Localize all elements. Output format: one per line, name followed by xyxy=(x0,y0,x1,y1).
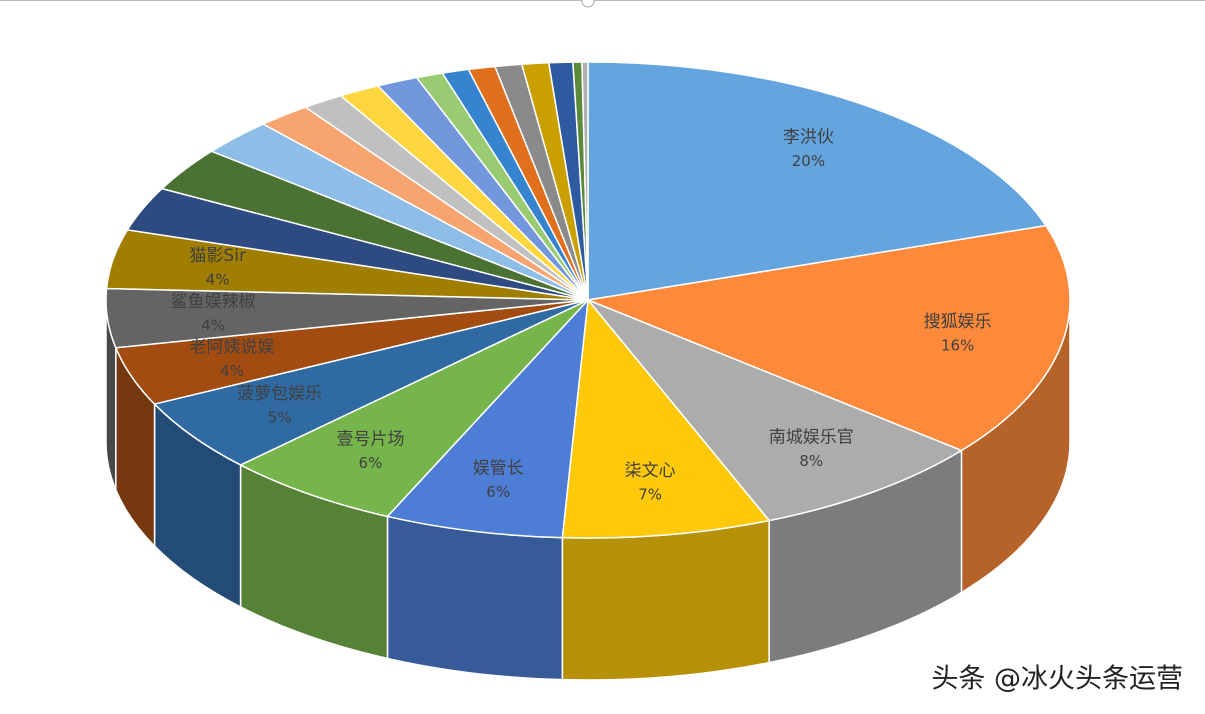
slice-value-label: 4% xyxy=(206,270,230,288)
slice-label: 老阿姨说娱 xyxy=(190,338,275,358)
slice xyxy=(561,298,771,539)
slice-label: 鲨鱼娱辣椒 xyxy=(171,292,256,312)
watermark: 头条 @冰火头条运营 xyxy=(931,664,1183,695)
slice-value-label: 7% xyxy=(638,486,662,504)
slice xyxy=(587,299,964,522)
slice xyxy=(153,299,589,466)
slice-label: 菠萝包娱乐 xyxy=(237,384,322,404)
slice-value-label: 4% xyxy=(220,362,244,380)
slice-label: 壹号片场 xyxy=(336,429,404,449)
slice-label: 娱管长 xyxy=(473,458,524,478)
slice-side xyxy=(561,519,770,681)
slice-label: 搜狐娱乐 xyxy=(924,312,992,332)
slice-value-label: 5% xyxy=(268,409,292,427)
slice-label: 南城娱乐官 xyxy=(769,427,854,447)
slice xyxy=(386,297,589,539)
slice-value-label: 6% xyxy=(486,483,510,501)
handle xyxy=(581,0,595,8)
slice xyxy=(238,299,589,518)
slice xyxy=(581,61,589,301)
slice-value-label: 4% xyxy=(201,317,225,335)
slice-value-label: 16% xyxy=(941,336,974,354)
pie-tops xyxy=(105,61,1071,539)
slice-side xyxy=(386,515,564,681)
slice-value-label: 20% xyxy=(792,152,825,170)
slice-label: 猫影Sir xyxy=(189,246,246,266)
slice xyxy=(587,61,1048,301)
slice-label: 李洪伙 xyxy=(783,128,834,148)
slice-value-label: 6% xyxy=(359,454,383,472)
slice-value-label: 8% xyxy=(799,452,823,470)
labels: 李洪伙 20% 搜狐娱乐 16% 南城娱乐官 8% 柒文心 7% 娱管长 6% 壹号片场 6% 菠萝包娱… xyxy=(171,128,992,504)
slice xyxy=(585,224,1071,452)
slice-label: 柒文心 xyxy=(625,461,676,481)
